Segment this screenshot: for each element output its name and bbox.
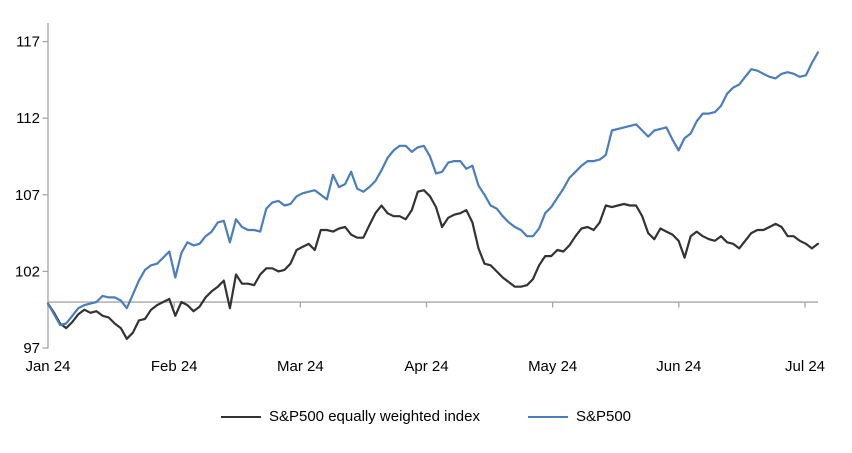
chart-legend: S&P500 equally weighted index S&P500	[0, 408, 852, 425]
y-axis-tick-label: 97	[23, 340, 40, 357]
x-axis-tick-label: Apr 24	[404, 358, 448, 375]
y-axis-tick-label: 102	[15, 263, 40, 280]
x-axis-tick-label: Jan 24	[25, 358, 70, 375]
legend-label-sp500: S&P500	[575, 408, 632, 425]
series-line-0	[46, 189, 820, 340]
series-line-1	[46, 51, 820, 327]
legend-label-equal-weight: S&P500 equally weighted index	[268, 408, 480, 425]
legend-line-swatch-sp500	[527, 415, 568, 418]
y-axis-tick-label: 107	[15, 187, 40, 204]
x-axis-tick-label: Jul 24	[785, 358, 825, 375]
y-axis-tick-label: 112	[16, 110, 40, 127]
y-axis-tick-label: 117	[16, 34, 40, 51]
x-axis-tick-label: May 24	[528, 358, 577, 375]
x-axis-tick-label: Feb 24	[151, 358, 198, 375]
legend-line-swatch-equal-weight	[220, 415, 261, 418]
x-axis-tick-label: Mar 24	[277, 358, 324, 375]
legend-item-equal-weight: S&P500 equally weighted index	[220, 408, 480, 425]
legend-item-sp500: S&P500	[527, 408, 632, 425]
x-axis-tick-label: Jun 24	[656, 358, 701, 375]
